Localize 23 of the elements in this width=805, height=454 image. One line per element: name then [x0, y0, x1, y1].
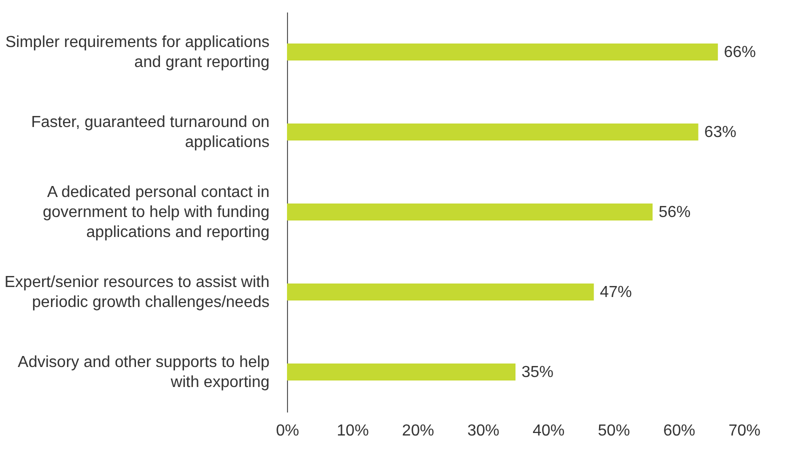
x-tick-label: 10% [336, 422, 369, 440]
x-tick-label: 0% [276, 422, 300, 440]
data-label: 66% [724, 44, 756, 61]
x-tick-label: 60% [663, 422, 696, 440]
x-tick-label: 30% [467, 422, 500, 440]
bar [287, 44, 718, 60]
bar [287, 124, 698, 140]
data-label: 56% [658, 204, 691, 221]
bar [287, 364, 516, 380]
y-tick-label: Expert/senior resources to assist with periodic growth challenges/needs [4, 274, 270, 311]
y-tick-label: A dedicated personal contact in government to help with funding applications and reporting [42, 184, 270, 241]
x-tick-label: 70% [728, 422, 761, 440]
bar [287, 204, 653, 220]
y-tick-label: Faster, guaranteed turnaround on applications [31, 114, 270, 151]
data-label: 47% [600, 284, 632, 301]
data-label: 63% [704, 124, 736, 141]
x-tick-label: 20% [402, 422, 434, 440]
x-tick-label: 40% [532, 422, 565, 440]
y-tick-label: Advisory and other supports to help with exporting [18, 354, 270, 391]
y-tick-label: Simpler requirements for applications and grant reporting [5, 34, 270, 71]
x-tick-label: 50% [598, 422, 630, 440]
bar [287, 284, 594, 300]
data-label: 35% [522, 364, 554, 381]
